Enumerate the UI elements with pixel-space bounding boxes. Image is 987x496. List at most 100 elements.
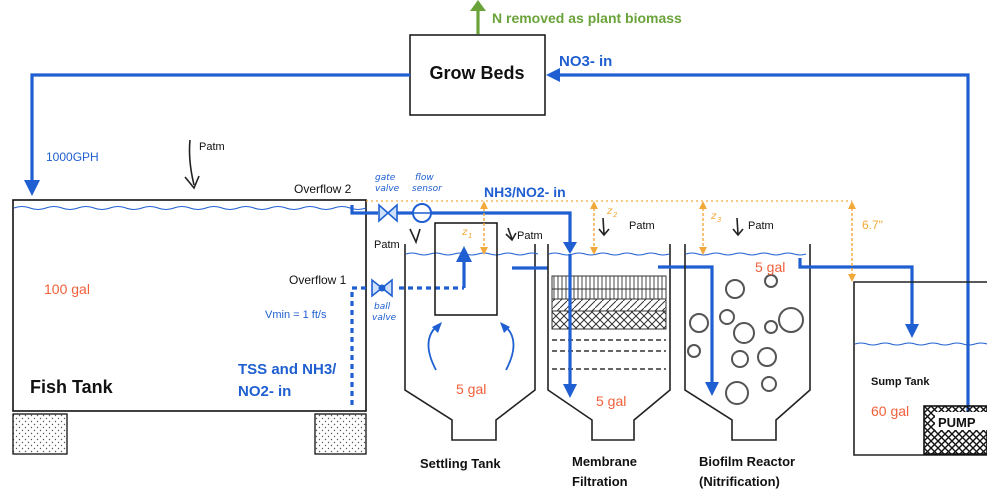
membrane-inlet-arrowhead [563, 242, 577, 254]
pump-label: PUMP [938, 415, 976, 430]
z3-subscript: 3 [717, 216, 721, 224]
overflow2-pipe-start [350, 205, 378, 215]
z2-arrowhead-top [590, 201, 598, 209]
fish-tank-title: Fish Tank [30, 377, 114, 397]
sump-tank-body [853, 281, 987, 456]
biofilm-media-bead [778, 307, 804, 333]
biofilm-media-bead [757, 347, 777, 367]
sump-inlet-arrowhead [905, 324, 919, 338]
settling-tank-body [404, 244, 536, 441]
z2-label: z [606, 206, 613, 217]
membrane-down-arrowhead [563, 384, 577, 398]
membrane-label-line1: Membrane [572, 454, 637, 469]
n-removed-label: N removed as plant biomass [492, 10, 682, 26]
biofilm-media-bead [689, 313, 709, 333]
biofilm-media-bead [761, 376, 777, 392]
membrane-patm-arrow [598, 217, 610, 237]
biofilm-media-bead [719, 309, 735, 325]
pump-return-pipe [558, 73, 970, 420]
overflow1-label: Overflow 1 [289, 273, 347, 287]
fish-tank-box [12, 199, 367, 412]
z2-arrowhead-bottom [590, 247, 598, 255]
biofilm-volume: 5 gal [755, 259, 785, 275]
membrane-label-line2: Filtration [572, 474, 628, 489]
ball-valve-label-2: valve [372, 313, 397, 323]
biofilm-media-bead [733, 322, 755, 344]
grow-beds-box [409, 34, 546, 116]
vmin-label: Vmin = 1 ft/s [265, 309, 327, 321]
biofilm-tank-body [684, 244, 811, 441]
gate-valve-icon [378, 203, 398, 223]
membrane-to-biofilm-pipe [658, 265, 714, 386]
biofilm-patm-arrow [732, 217, 744, 237]
bottom-drain-pipe [350, 286, 367, 405]
fish-tank-water-line [13, 205, 367, 211]
biofilm-media-bead [764, 274, 778, 288]
height-label: 6.7" [862, 218, 883, 232]
biofilm-patm-label: Patm [748, 220, 774, 232]
sump-water-line [854, 342, 987, 346]
grow-beds-inlet-arrowhead [546, 68, 560, 82]
membrane-patm-label: Patm [629, 220, 655, 232]
flow-sensor[interactable] [412, 203, 432, 223]
flow-rate-label: 1000GPH [46, 150, 99, 164]
ball-valve-label-1: ball [374, 302, 391, 312]
membrane-volume: 5 gal [596, 393, 626, 409]
settling-flow-curve-right [503, 324, 515, 371]
sump-volume: 60 gal [871, 403, 909, 419]
biofilm-media-bead [731, 350, 749, 368]
ball-valve-ball-icon [378, 284, 386, 292]
overflow2-to-membrane-pipe [431, 211, 572, 244]
fish-tank-inlet-arrowhead [24, 180, 40, 196]
z3-arrowhead-bottom [699, 247, 707, 255]
fish-tank-volume: 100 gal [44, 281, 90, 297]
gate-valve[interactable] [378, 203, 398, 223]
z3-arrowhead-top [699, 201, 707, 209]
settling-flow-arrowhead-right [500, 322, 510, 333]
flow-sensor-label-1: flow [415, 173, 434, 183]
settling-patm-right-arrow [505, 227, 517, 242]
sump-tank-label: Sump Tank [871, 376, 930, 388]
fish-tank-patm-label: Patm [199, 141, 225, 153]
overflow2-label: Overflow 2 [294, 182, 352, 196]
ball-valve[interactable] [371, 278, 393, 298]
membrane-layer-4 [551, 310, 667, 330]
fish-tank-patm-arrow [188, 139, 195, 186]
settling-riser-arrowhead [456, 246, 472, 262]
plant-output: N removed as plant biomass [470, 0, 682, 34]
membrane-tank-body [547, 244, 671, 441]
z3-label: z [710, 211, 717, 222]
nh3-no2-in-label: NH3/NO2- in [484, 184, 566, 200]
z1-arrowhead-top [480, 201, 488, 209]
fish-tank-right-stand [314, 413, 367, 455]
membrane-water-line [548, 252, 670, 256]
biofilm-media-bead [725, 279, 745, 299]
tss-label-line2: NO2- in [238, 383, 291, 400]
biofilm-label-line2: (Nitrification) [699, 474, 780, 489]
gate-valve-label-1: gate [375, 173, 396, 183]
settling-flow-curve-left [427, 324, 439, 371]
no3-in-label: NO3- in [559, 53, 612, 70]
settling-patm-left-label: Patm [374, 239, 400, 251]
settling-tank-label: Settling Tank [420, 456, 501, 471]
height-arrowhead-top [848, 201, 856, 209]
biofilm-media-bead [687, 344, 701, 358]
biofilm-media-bead [764, 320, 778, 334]
plant-output-arrowhead [470, 0, 486, 11]
biofilm-media-bead [725, 381, 749, 405]
z1-label: z [461, 227, 468, 238]
fish-tank-patm-arrowhead [184, 175, 200, 190]
settling-volume: 5 gal [456, 381, 486, 397]
settling-flow-arrowhead-left [432, 322, 442, 333]
grow-beds-to-fish-pipe [30, 73, 410, 183]
biofilm-label-line1: Biofilm Reactor [699, 454, 795, 469]
z1-arrowhead-bottom [480, 247, 488, 255]
settling-inner-column [434, 222, 498, 316]
tss-label-line1: TSS and NH3/ [238, 361, 337, 378]
pump-label-bg [935, 412, 987, 430]
settling-water-line [405, 252, 539, 256]
z2-subscript: 2 [613, 211, 618, 219]
biofilm-media [687, 274, 804, 405]
settling-patm-right-label: Patm [517, 230, 543, 242]
gate-valve-label-2: valve [375, 184, 400, 194]
